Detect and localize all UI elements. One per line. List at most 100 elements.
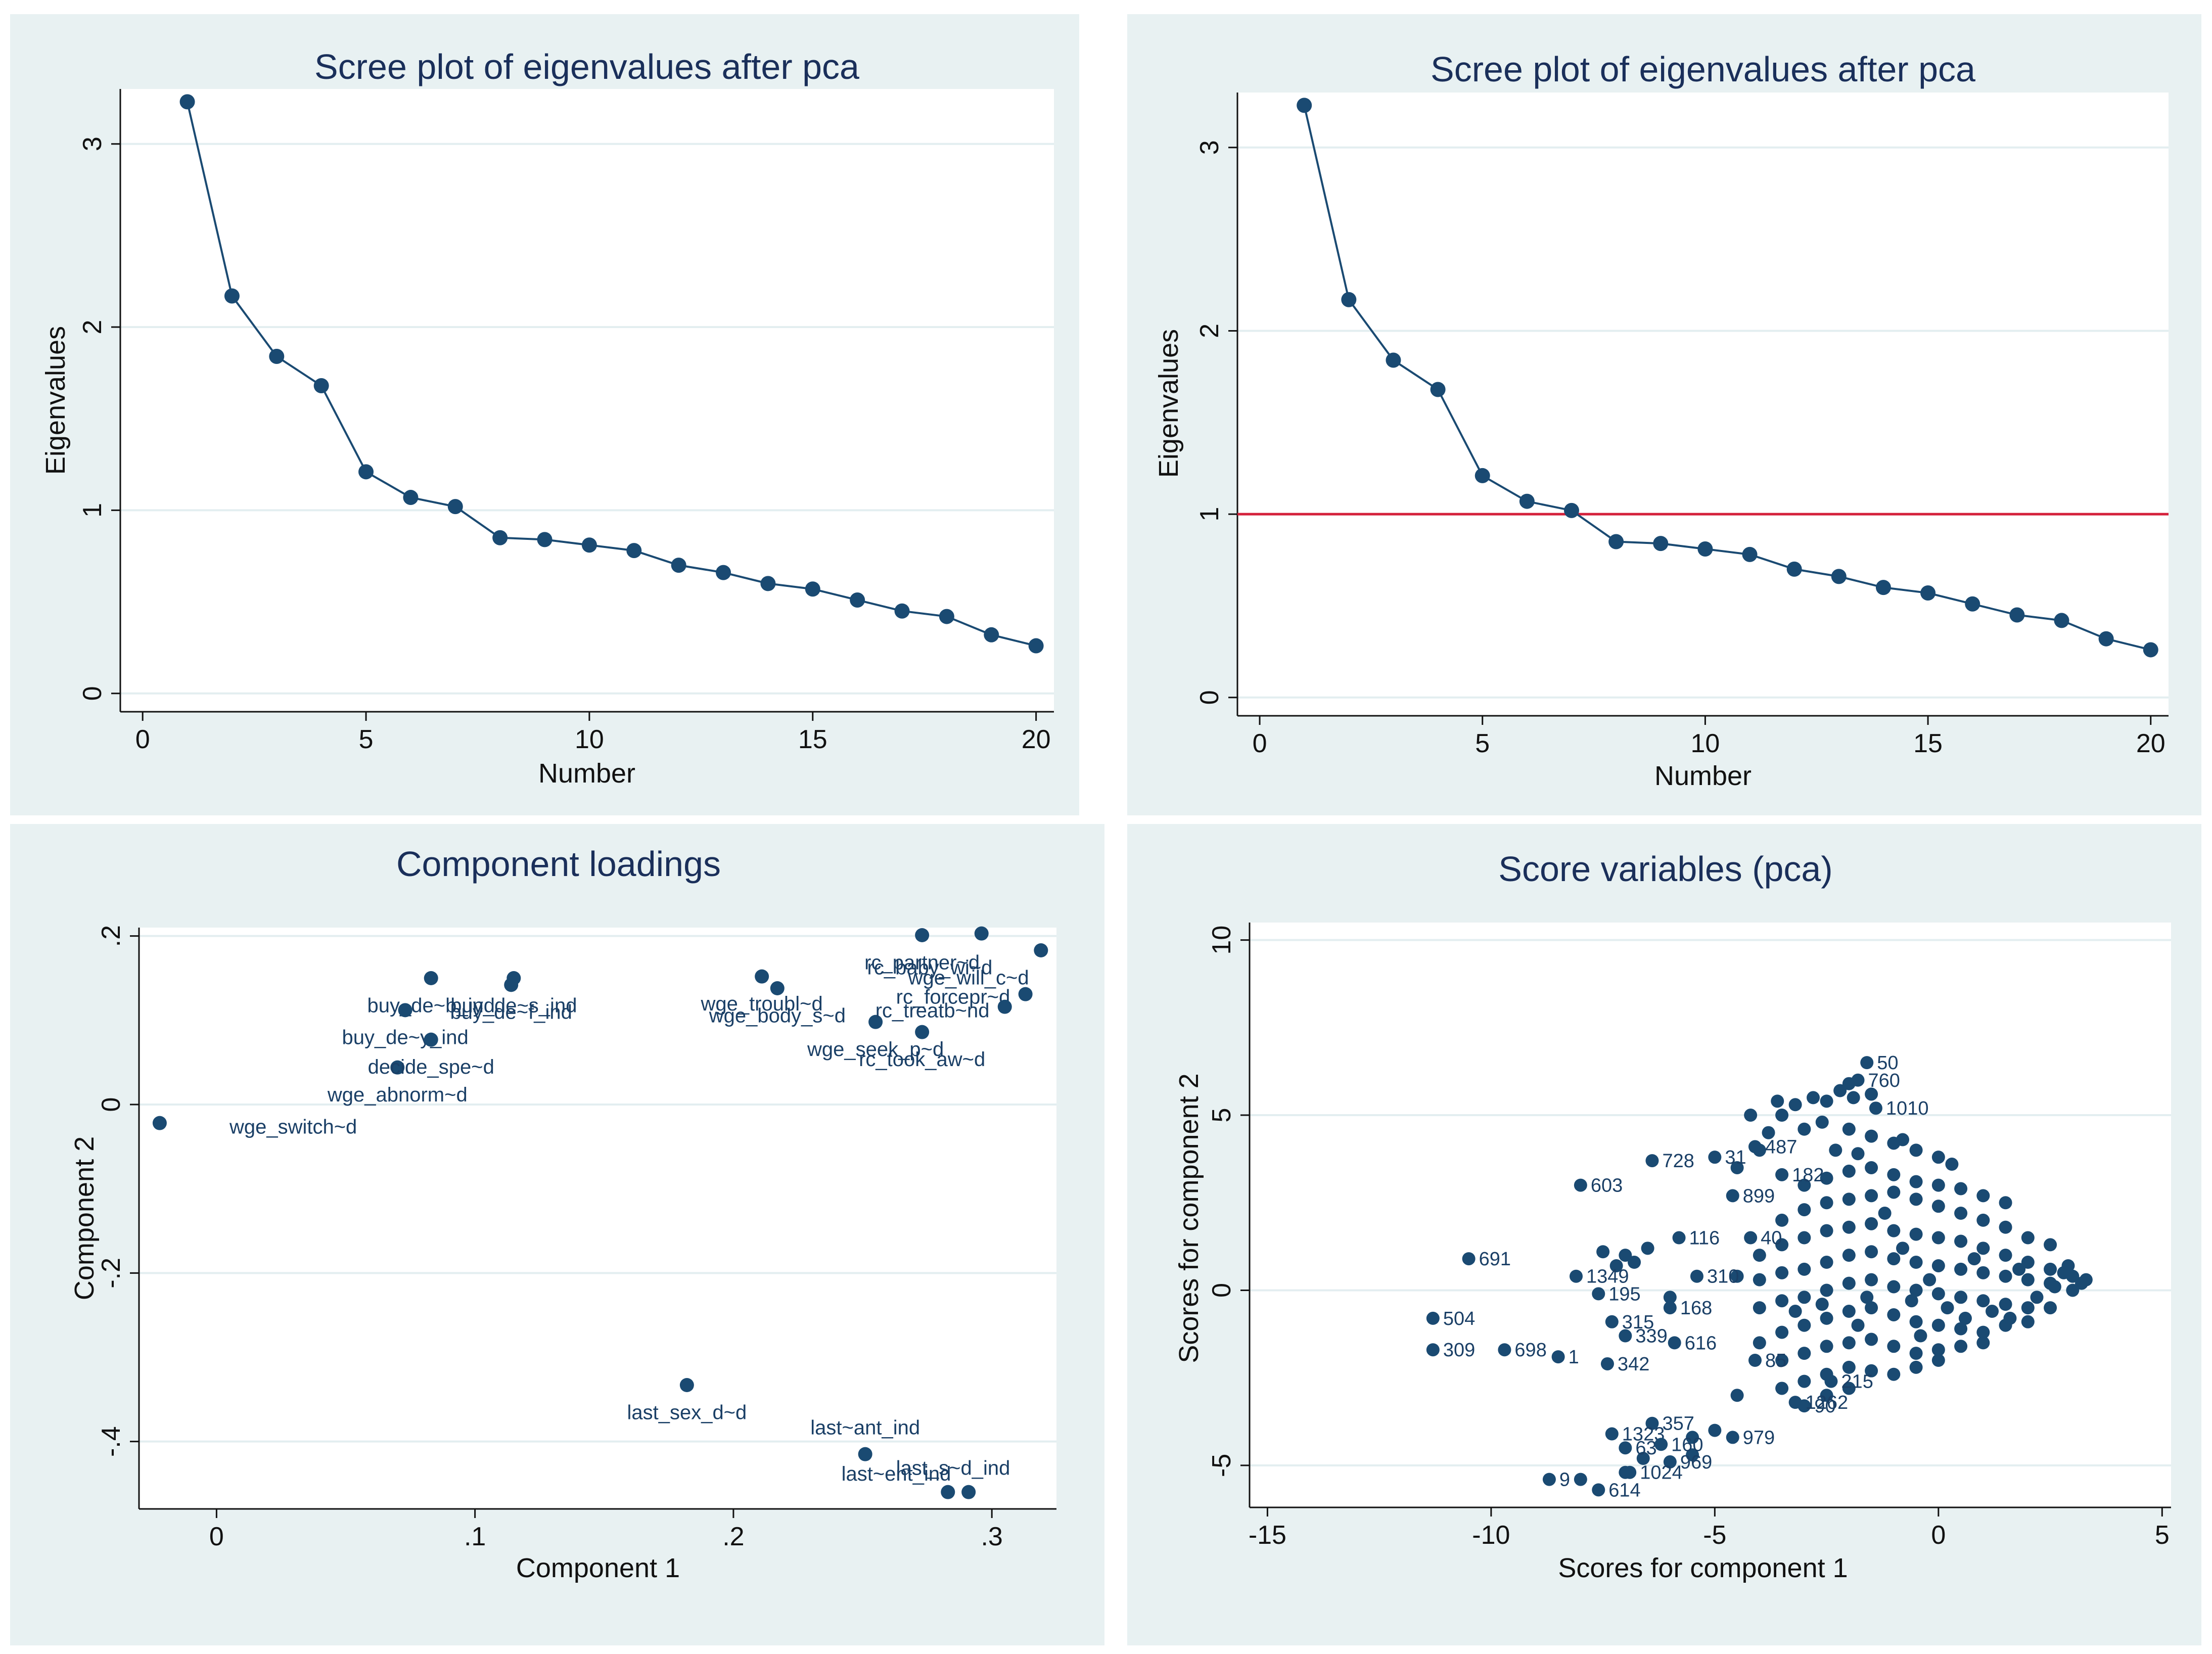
score-point-label: 979 (1743, 1427, 1775, 1448)
score-point-label: 616 (1685, 1333, 1717, 1354)
eigenvalue-point (1653, 536, 1669, 552)
y-tick-label: -5 (1207, 1454, 1236, 1477)
score-point (2044, 1262, 2057, 1276)
score-point (1775, 1325, 1789, 1339)
score-point-label: 339 (1635, 1326, 1667, 1347)
score-point (1663, 1455, 1677, 1468)
eigenvalue-point (1519, 493, 1535, 509)
score-point (1887, 1168, 1901, 1181)
score-point (1775, 1294, 1789, 1308)
score-point (1954, 1262, 1968, 1276)
loading-point-label: wge_troubl~d (701, 993, 823, 1015)
score-point (1574, 1178, 1587, 1192)
score-point (1636, 1452, 1650, 1465)
score-point (1775, 1382, 1789, 1395)
score-point (1820, 1094, 1833, 1108)
chart-title: Scree plot of eigenvalues after pca (314, 47, 859, 86)
score-point (1878, 1207, 1892, 1220)
score-point (1775, 1354, 1789, 1367)
score-point (1798, 1203, 1811, 1217)
x-tick-label: 10 (575, 725, 604, 754)
eigenvalue-point (1608, 534, 1624, 549)
loading-point (390, 1060, 405, 1075)
score-point-label: 1 (1569, 1347, 1579, 1368)
score-point (1726, 1431, 1739, 1444)
score-point (1860, 1056, 1874, 1070)
loading-point (424, 971, 438, 985)
x-tick-label: 0 (1931, 1521, 1946, 1550)
score-point (1645, 1416, 1659, 1430)
score-point-label: 691 (1479, 1249, 1511, 1270)
loading-point-label: last_sex_d~d (627, 1401, 747, 1423)
score-point (1663, 1301, 1677, 1315)
y-tick-label: 0 (97, 1097, 126, 1112)
score-point (1865, 1301, 1878, 1315)
loading-point (961, 1485, 976, 1499)
score-point (1999, 1269, 2012, 1283)
score-point (1596, 1245, 1610, 1259)
score-point (2021, 1315, 2035, 1328)
score-point (1954, 1291, 1968, 1304)
score-point (1426, 1343, 1440, 1357)
score-point (1623, 1465, 1637, 1479)
eigenvalue-point (1965, 596, 1980, 612)
score-point (1668, 1336, 1681, 1350)
score-point (1748, 1354, 1762, 1367)
score-point (1842, 1122, 1856, 1136)
loading-point-label: wge_body_s~d (709, 1004, 846, 1027)
score-point (1999, 1298, 2012, 1311)
score-point (1798, 1262, 1811, 1276)
eigenvalue-point (1430, 382, 1446, 397)
loading-point-label: rc_treatb~nd (875, 999, 990, 1022)
score-point-label: 215 (1841, 1371, 1873, 1393)
score-point (1967, 1252, 1981, 1266)
score-point (1798, 1291, 1811, 1304)
score-point (1909, 1347, 1923, 1360)
score-point-label: 63 (1635, 1438, 1656, 1459)
score-point (1820, 1224, 1833, 1237)
score-point (1672, 1231, 1686, 1245)
score-point (1931, 1200, 1945, 1213)
score-point-label: 487 (1765, 1136, 1797, 1158)
score-point (1592, 1483, 1605, 1497)
score-point (1628, 1256, 1641, 1269)
score-point (1619, 1329, 1632, 1343)
eigenvalue-point (1697, 541, 1713, 557)
score-point (1842, 1336, 1856, 1350)
score-point (1931, 1259, 1945, 1272)
score-point-label: 50 (1877, 1052, 1898, 1074)
x-tick-label: -5 (1703, 1521, 1726, 1550)
eigenvalue-point (1474, 468, 1490, 483)
loading-point (504, 978, 519, 992)
score-point-label: 310 (1707, 1266, 1739, 1288)
loading-point (997, 999, 1012, 1014)
score-point (1788, 1305, 1802, 1318)
score-point (2079, 1273, 2093, 1287)
eigenvalue-point (1028, 638, 1044, 654)
y-tick-label: 0 (1195, 690, 1224, 705)
score-point-label: 195 (1608, 1283, 1640, 1305)
score-point (1426, 1311, 1440, 1325)
score-point (1690, 1269, 1703, 1283)
score-point (1896, 1242, 1910, 1255)
score-point (1865, 1217, 1878, 1230)
loading-point-label: buy_de~y_ind (342, 1027, 468, 1049)
score-point (2003, 1311, 2017, 1325)
score-point (1686, 1431, 1699, 1444)
plot-area (1237, 93, 2169, 716)
eigenvalue-point (1742, 546, 1758, 562)
score-point (1865, 1273, 1878, 1287)
score-point (1954, 1234, 1968, 1248)
loading-point-label: wge_switch~d (229, 1116, 357, 1138)
eigenvalue-point (224, 288, 240, 304)
score-point (2061, 1259, 2075, 1272)
loading-point (941, 1485, 955, 1499)
score-point (1820, 1256, 1833, 1269)
loading-point-label: wge_will_c~d (908, 967, 1029, 989)
score-point (1976, 1213, 1990, 1227)
chart-title: Scree plot of eigenvalues after pca (1431, 50, 1975, 89)
score-point (1851, 1073, 1865, 1087)
score-point (1815, 1115, 1829, 1129)
loading-point-label: last~ant_ind (810, 1416, 920, 1439)
x-axis-label: Scores for component 1 (1558, 1553, 1848, 1583)
